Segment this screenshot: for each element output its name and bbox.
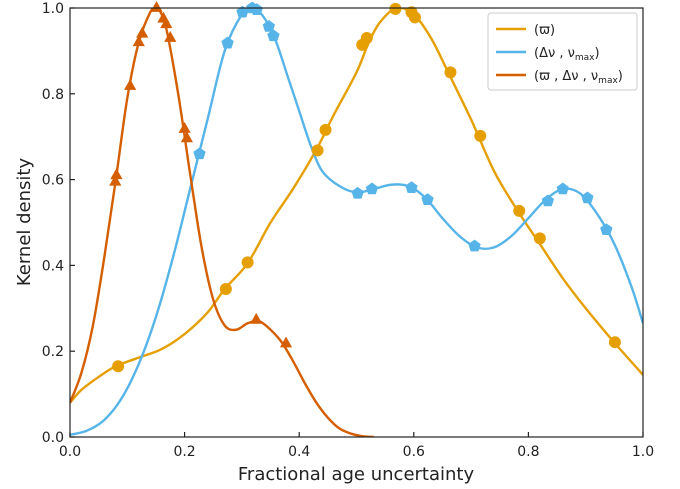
data-point-1-2 bbox=[236, 5, 249, 18]
data-point-1-6 bbox=[267, 29, 280, 42]
legend-box bbox=[487, 12, 638, 91]
y-axis-label: Kernel density bbox=[14, 158, 35, 287]
data-point-2-2 bbox=[124, 79, 137, 90]
data-point-0-7 bbox=[389, 2, 402, 15]
data-point-1-7 bbox=[351, 186, 364, 199]
data-point-2-12 bbox=[279, 336, 293, 348]
legend: (ϖ) (Δν , νmax) (ϖ , Δν , νmax) bbox=[487, 12, 638, 91]
data-point-0-3 bbox=[311, 144, 324, 157]
data-point-2-11 bbox=[250, 312, 263, 324]
data-point-1-11 bbox=[468, 239, 481, 252]
series-line-0 bbox=[70, 8, 643, 404]
data-point-2-4 bbox=[136, 26, 149, 38]
legend-label-2: (ϖ , Δν , νmax) bbox=[534, 69, 623, 86]
plot-frame bbox=[69, 7, 644, 438]
y-tick-label: 0.8 bbox=[42, 87, 64, 103]
data-point-2-8 bbox=[164, 31, 177, 42]
data-point-0-11 bbox=[474, 129, 487, 142]
data-point-2-10 bbox=[180, 131, 193, 143]
data-point-0-4 bbox=[319, 123, 332, 136]
data-point-0-10 bbox=[444, 66, 457, 79]
data-point-2-1 bbox=[110, 168, 123, 180]
data-point-1-10 bbox=[421, 193, 434, 206]
y-tick-label: 1.0 bbox=[42, 1, 64, 17]
data-point-1-8 bbox=[365, 182, 379, 195]
data-point-1-9 bbox=[405, 181, 418, 194]
x-tick-label: 1.0 bbox=[632, 444, 654, 460]
y-tick-label: 0.2 bbox=[42, 344, 64, 360]
series-line-2 bbox=[70, 8, 374, 437]
data-point-0-2 bbox=[241, 256, 254, 269]
axis-ticks: 0.0 0.2 0.4 0.6 0.8 1.0 0.0 0.2 0.4 0.6 0.8 1.0 bbox=[42, 1, 654, 460]
x-tick-label: 0.8 bbox=[517, 444, 539, 460]
data-point-1-1 bbox=[221, 36, 234, 49]
data-point-1-5 bbox=[262, 19, 276, 32]
legend-label-0: (ϖ) bbox=[534, 23, 555, 38]
data-point-1-0 bbox=[193, 147, 206, 160]
data-point-0-9 bbox=[408, 11, 421, 24]
data-point-1-4 bbox=[250, 3, 263, 15]
data-point-2-9 bbox=[178, 121, 191, 133]
data-point-0-0 bbox=[112, 360, 125, 373]
data-point-0-13 bbox=[533, 232, 546, 245]
x-tick-label: 0.2 bbox=[173, 444, 195, 460]
data-point-2-5 bbox=[150, 1, 163, 12]
x-tick-label: 0.0 bbox=[59, 444, 81, 460]
y-tick-label: 0.0 bbox=[42, 430, 64, 446]
y-tick-label: 0.4 bbox=[42, 258, 64, 274]
data-point-0-6 bbox=[360, 32, 373, 45]
data-point-1-12 bbox=[541, 194, 555, 207]
data-point-0-14 bbox=[608, 336, 621, 349]
data-point-2-3 bbox=[132, 35, 145, 47]
series-markers bbox=[109, 1, 621, 373]
data-point-1-13 bbox=[556, 182, 569, 195]
data-point-1-15 bbox=[600, 223, 613, 236]
data-point-1-14 bbox=[581, 191, 594, 204]
data-point-2-0 bbox=[109, 174, 122, 186]
x-tick-label: 0.6 bbox=[403, 444, 425, 460]
legend-label-1: (Δν , νmax) bbox=[534, 46, 600, 63]
data-point-2-7 bbox=[160, 17, 173, 29]
data-point-0-12 bbox=[513, 204, 526, 217]
x-axis-label: Fractional age uncertainty bbox=[238, 464, 475, 485]
data-point-0-1 bbox=[219, 282, 232, 295]
y-tick-label: 0.6 bbox=[42, 173, 64, 189]
x-tick-label: 0.4 bbox=[288, 444, 310, 460]
